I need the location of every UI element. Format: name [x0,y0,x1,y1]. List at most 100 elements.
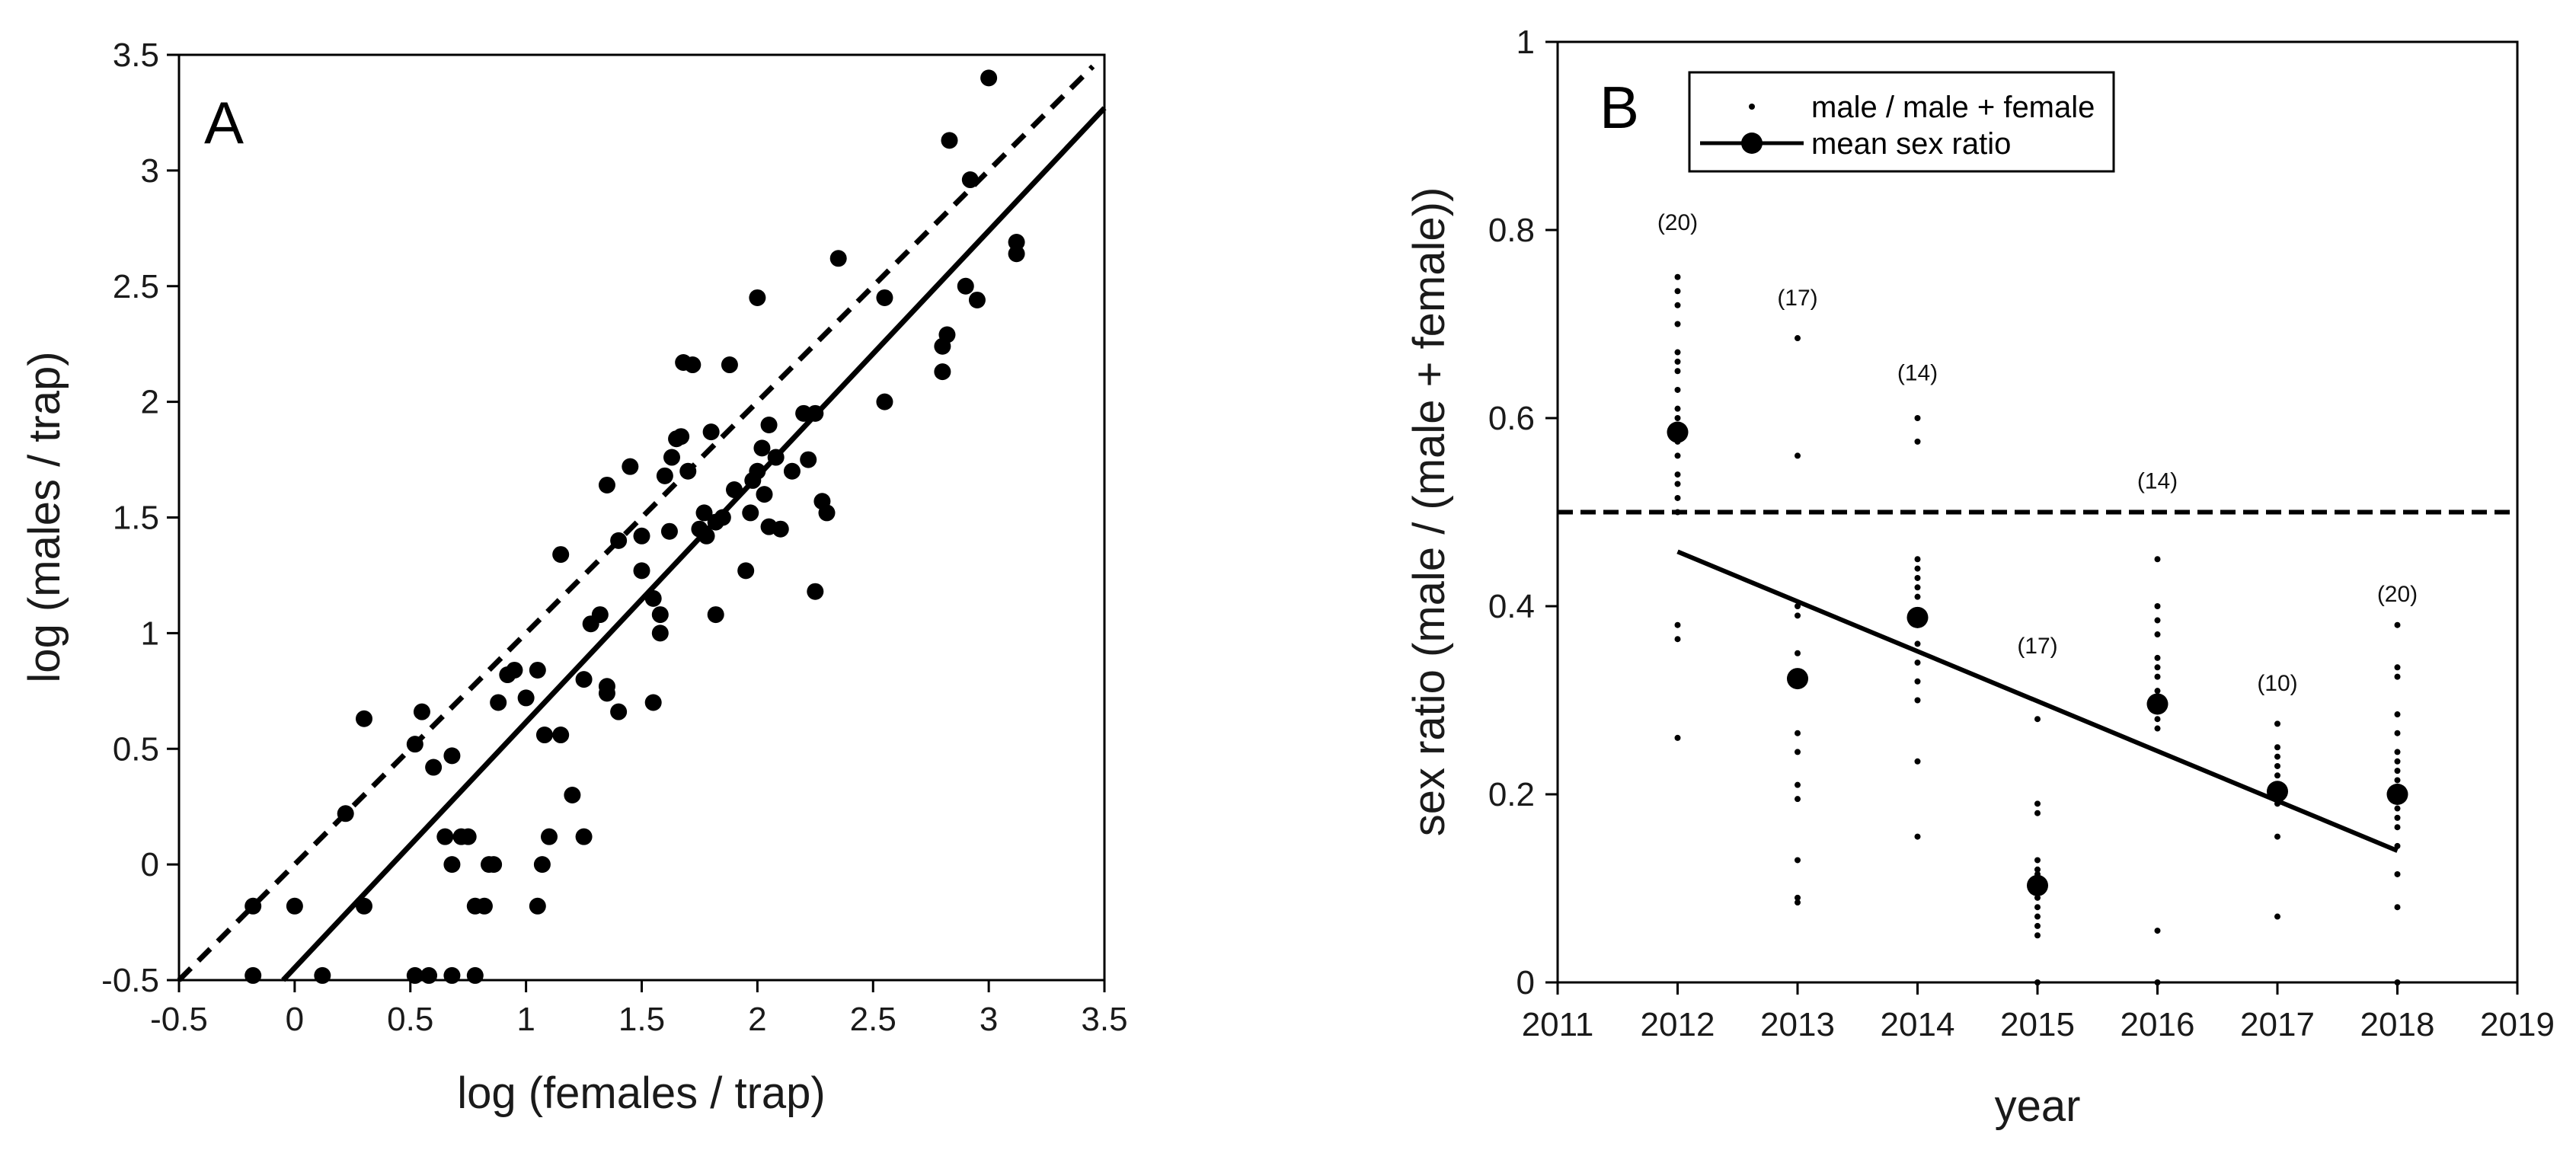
x-tick-label: 3 [980,1001,998,1038]
data-point [517,689,535,707]
panel-a-points [244,69,1025,984]
individual-ratio-point [1795,650,1801,656]
individual-ratio-point [2394,805,2401,812]
individual-ratio-point [1674,368,1681,375]
individual-ratio-point [1914,758,1921,765]
data-point [443,747,461,765]
mean-ratio-point [1667,421,1689,443]
data-point [610,532,628,549]
data-point [356,897,372,915]
individual-ratio-point [1674,734,1681,741]
data-point [490,694,507,711]
x-tick-label: 2016 [2121,1006,2195,1043]
data-point [795,404,813,422]
x-tick-label: -0.5 [150,1001,208,1038]
y-tick-label: 3.5 [113,37,159,74]
individual-ratio-point [2394,814,2401,821]
data-point [660,522,678,540]
data-point [425,759,443,776]
data-point [286,897,303,915]
individual-ratio-point [2394,842,2401,849]
mean-ratio-point [2267,781,2288,803]
legend-large-dot-icon [1741,133,1763,154]
x-tick-label: 0 [286,1001,304,1038]
data-point [721,356,738,374]
data-point [656,467,673,484]
data-point [934,363,951,381]
data-point [633,527,650,545]
data-point [695,504,713,522]
legend-box [1688,71,2115,173]
panel-b-y-ticks: 0 0.2 0.4 0.6 0.8 1 [1488,24,1558,1001]
individual-ratio-point [1914,415,1921,421]
data-point [651,606,669,624]
individual-ratio-point [2034,894,2041,901]
individual-ratio-point [2034,932,2041,939]
individual-ratio-point [2034,800,2041,807]
individual-ratio-point [2394,711,2401,718]
sample-count-label: (14) [2137,469,2178,494]
individual-ratio-point [1674,302,1681,308]
data-point [644,694,662,711]
data-point [756,486,773,503]
individual-ratio-point [1914,678,1921,685]
data-point [485,856,503,874]
individual-ratio-point [2154,928,2161,934]
data-point [707,606,724,624]
data-point [475,897,493,915]
data-point [459,828,477,845]
data-point [876,393,893,410]
data-point [506,661,523,679]
x-tick-label: 1.5 [618,1001,665,1038]
data-point [679,462,697,480]
individual-ratio-point [1674,358,1681,365]
y-tick-label: 1 [1517,24,1535,61]
x-tick-label: 2014 [1881,1006,1955,1043]
y-tick-label: -0.5 [101,962,159,999]
panel-b-x-ticks: 2011 2012 2013 2014 2015 2016 2017 2018 2019 [1522,982,2555,1043]
panel-a-y-ticks: -0.5 0 0.5 1 1.5 2 2.5 3 3.5 [101,37,179,999]
data-point [466,966,484,984]
individual-ratio-point [1674,452,1681,459]
data-point [575,671,593,688]
x-tick-label: 2018 [2360,1006,2435,1043]
sample-count-label: (17) [2017,634,2057,659]
data-point [598,476,615,493]
y-tick-label: 0.2 [1488,776,1535,813]
y-tick-label: 2 [141,384,159,421]
individual-ratio-point [2274,800,2280,807]
y-tick-label: 2.5 [113,268,159,305]
individual-ratio-point [2154,716,2161,723]
data-point [406,736,423,753]
x-tick-label: 2015 [2000,1006,2075,1043]
panel-a-x-axis-title: log (females / trap) [457,1068,826,1118]
individual-ratio-point [1795,603,1801,609]
panel-a-x-ticks: -0.5 0 0.5 1 1.5 2 2.5 3 3.5 [150,980,1128,1038]
individual-ratio-point [1914,574,1921,581]
sample-count-label: (20) [2377,582,2418,607]
individual-ratio-point [2154,664,2161,671]
individual-ratio-point [1795,781,1801,788]
individual-ratio-point [1795,730,1801,736]
data-point [533,856,551,874]
x-tick-label: 2.5 [850,1001,896,1038]
data-point [644,589,662,607]
individual-ratio-point [2154,603,2161,609]
mean-ratio-point [2386,784,2408,805]
data-point [529,661,546,679]
x-tick-label: 2013 [1760,1006,1835,1043]
data-point [938,326,956,343]
individual-ratio-point [2154,979,2161,985]
individual-ratio-point [1674,636,1681,643]
data-point [800,451,817,468]
individual-ratio-point [2154,688,2161,695]
data-point [829,250,847,267]
individual-ratio-point [1674,321,1681,327]
mean-ratio-point [1787,668,1808,690]
individual-ratio-point [1914,660,1921,666]
x-tick-label: 2019 [2480,1006,2555,1043]
individual-ratio-point [2154,725,2161,732]
data-point [957,277,974,295]
y-tick-label: 0.6 [1488,400,1535,437]
data-point [1008,245,1025,263]
